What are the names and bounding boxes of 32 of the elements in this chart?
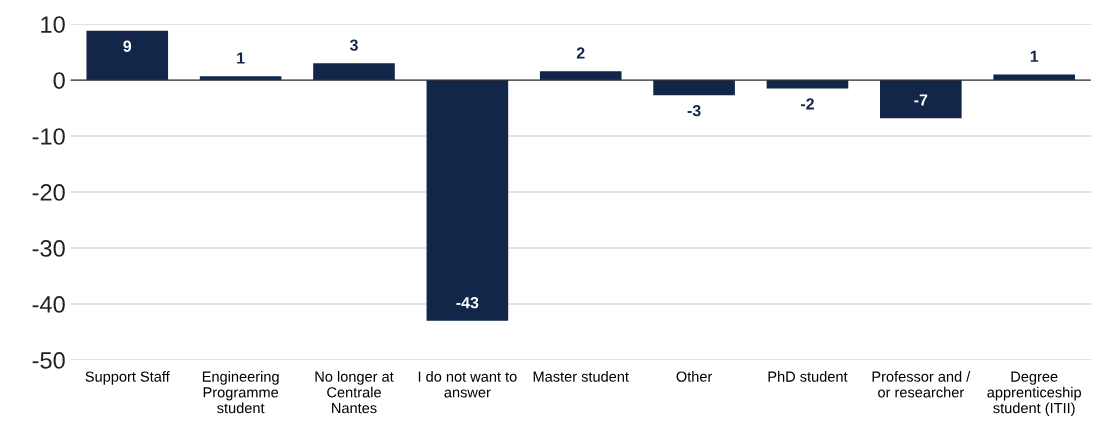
bar — [993, 74, 1075, 81]
data-label: 1 — [237, 52, 245, 64]
data-label: -7 — [914, 94, 928, 106]
x-tick-label: I do not want to answer — [418, 371, 517, 398]
data-label: 9 — [123, 40, 132, 52]
y-tick-label: 0 — [53, 72, 65, 89]
x-tick-label: No longer at Centrale Nantes — [315, 371, 394, 414]
x-tick-label: Support Staff — [85, 371, 170, 385]
x-tick-label: Master student — [533, 371, 629, 382]
y-tick-label: -20 — [32, 184, 65, 201]
y-tick-label: -10 — [32, 128, 65, 145]
data-label: 3 — [349, 39, 358, 51]
y-tick-label: -30 — [32, 240, 65, 257]
data-label: 2 — [576, 47, 585, 59]
bar — [539, 71, 622, 81]
x-tick-label: Degree apprenticeship student (ITII) — [987, 371, 1082, 417]
x-tick-label: Professor and / or researcher — [872, 371, 971, 398]
data-label: -3 — [687, 104, 701, 117]
y-tick-label: -50 — [32, 352, 65, 369]
y-tick-label: -40 — [32, 296, 65, 313]
data-label: -2 — [800, 98, 814, 110]
bar — [880, 80, 962, 119]
bar — [313, 63, 395, 81]
y-tick-label: 10 — [41, 16, 65, 33]
bar — [86, 30, 169, 81]
bar — [426, 80, 509, 321]
x-tick-label: PhD student — [768, 371, 848, 382]
x-tick-label: Other — [676, 371, 713, 382]
data-label: 1 — [1030, 50, 1039, 62]
x-tick-label: Engineering Programme student — [202, 371, 279, 414]
data-label: -43 — [456, 296, 479, 309]
bar — [653, 80, 735, 96]
